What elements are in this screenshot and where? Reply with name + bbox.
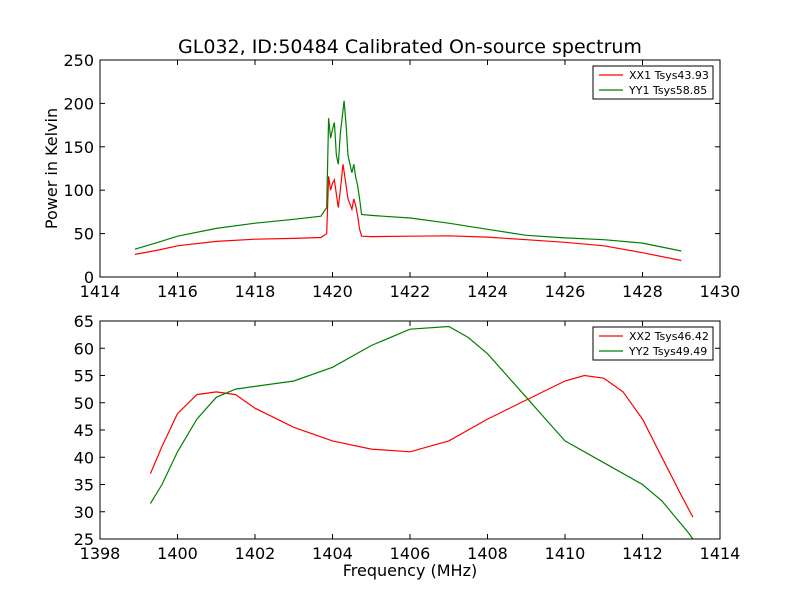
series-line-2 bbox=[134, 100, 682, 252]
y-tick-label: 50 bbox=[74, 394, 94, 413]
y-tick-label: 55 bbox=[74, 367, 94, 386]
series-line-1 bbox=[134, 164, 682, 262]
legend: XX2 Tsys46.42 YY2 Tsys49.49 bbox=[592, 326, 714, 361]
series-line-2 bbox=[149, 325, 694, 539]
y-axis-label: Power in Kelvin bbox=[42, 108, 61, 229]
x-tick-label: 1416 bbox=[157, 282, 198, 301]
x-tick-label: 1430 bbox=[700, 282, 741, 301]
y-tick-label: 25 bbox=[74, 530, 94, 549]
x-axis-label: Frequency (MHz) bbox=[343, 561, 477, 580]
x-tick-label: 1420 bbox=[312, 282, 353, 301]
x-tick-label: 1408 bbox=[467, 544, 508, 563]
y-tick-label: 30 bbox=[74, 503, 94, 522]
y-tick-label: 200 bbox=[63, 94, 94, 113]
y-tick-label: 35 bbox=[74, 476, 94, 495]
x-tick-label: 1418 bbox=[235, 282, 276, 301]
x-tick-label: 1428 bbox=[622, 282, 663, 301]
x-tick-label: 1424 bbox=[467, 282, 508, 301]
y-tick-label: 40 bbox=[74, 448, 94, 467]
legend: XX1 Tsys43.93 YY1 Tsys58.85 bbox=[592, 65, 714, 100]
y-tick-label: 65 bbox=[74, 312, 94, 331]
y-tick-label: 45 bbox=[74, 421, 94, 440]
legend-label-1: XX2 Tsys46.42 bbox=[629, 330, 709, 343]
x-tick-label: 1404 bbox=[312, 544, 353, 563]
x-tick-label: 1414 bbox=[700, 544, 741, 563]
x-tick-label: 1412 bbox=[622, 544, 663, 563]
y-tick-label: 250 bbox=[63, 51, 94, 70]
x-tick-label: 1426 bbox=[545, 282, 586, 301]
x-tick-label: 1400 bbox=[157, 544, 198, 563]
bottom-plot: 1398 1400 1402 1404 1406 1408 1410 1412 1414 25 30… bbox=[74, 312, 741, 580]
legend-box bbox=[592, 65, 714, 100]
legend-box bbox=[592, 326, 714, 361]
x-tick-label: 1402 bbox=[235, 544, 276, 563]
legend-label-2: YY2 Tsys49.49 bbox=[628, 345, 707, 358]
x-tick-label: 1422 bbox=[390, 282, 431, 301]
y-tick-label: 0 bbox=[84, 268, 94, 287]
top-plot: 1414 1416 1418 1420 1422 1424 1426 1428 1430 0 50 1… bbox=[42, 51, 740, 301]
y-tick-label: 60 bbox=[74, 339, 94, 358]
x-tick-label: 1398 bbox=[80, 544, 121, 563]
x-tick-label: 1406 bbox=[390, 544, 431, 563]
legend-label-2: YY1 Tsys58.85 bbox=[628, 84, 707, 97]
y-tick-label: 50 bbox=[74, 225, 94, 244]
x-tick-label: 1414 bbox=[80, 282, 121, 301]
y-tick-label: 100 bbox=[63, 181, 94, 200]
y-tick-label: 150 bbox=[63, 138, 94, 157]
series-line-1 bbox=[149, 374, 694, 518]
legend-label-1: XX1 Tsys43.93 bbox=[629, 69, 709, 82]
figure-title: GL032, ID:50484 Calibrated On-source spe… bbox=[178, 36, 642, 58]
x-tick-label: 1410 bbox=[545, 544, 586, 563]
